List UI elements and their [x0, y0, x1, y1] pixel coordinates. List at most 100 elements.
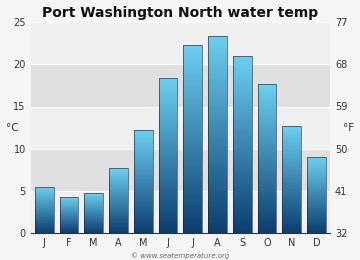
Bar [60, 226, 78, 227]
Bar [307, 223, 326, 224]
Bar [184, 61, 202, 64]
Bar [60, 209, 78, 210]
Bar [134, 140, 153, 142]
Bar [109, 176, 128, 177]
Bar [233, 98, 252, 100]
Bar [60, 202, 78, 203]
Bar [134, 152, 153, 153]
Bar [134, 193, 153, 194]
Bar [307, 179, 326, 180]
Bar [208, 70, 227, 73]
Bar [307, 191, 326, 192]
Bar [159, 219, 177, 222]
Bar [208, 169, 227, 171]
Bar [307, 216, 326, 217]
Bar [233, 196, 252, 198]
Bar [159, 202, 177, 204]
Bar [184, 193, 202, 196]
Bar [307, 158, 326, 159]
Bar [208, 60, 227, 63]
Bar [134, 197, 153, 198]
Bar [283, 208, 301, 209]
Bar [159, 117, 177, 119]
Bar [60, 227, 78, 228]
Bar [109, 199, 128, 200]
Bar [307, 190, 326, 191]
Bar [208, 68, 227, 70]
Bar [184, 151, 202, 153]
Bar [307, 203, 326, 204]
Bar [283, 200, 301, 201]
Bar [258, 136, 276, 138]
Bar [208, 55, 227, 58]
Bar [233, 60, 252, 62]
Bar [85, 202, 103, 203]
Bar [85, 227, 103, 228]
Bar [307, 209, 326, 210]
Bar [35, 199, 54, 200]
Bar [134, 188, 153, 189]
Text: © www.seatemperature.org: © www.seatemperature.org [131, 252, 229, 259]
Bar [208, 65, 227, 68]
Bar [283, 169, 301, 170]
Bar [85, 210, 103, 211]
Bar [307, 229, 326, 230]
Bar [184, 115, 202, 118]
Bar [258, 183, 276, 185]
Bar [283, 198, 301, 200]
Bar [208, 137, 227, 139]
Bar [109, 223, 128, 224]
Bar [184, 198, 202, 200]
Bar [283, 202, 301, 204]
Bar [159, 212, 177, 214]
Bar [258, 194, 276, 196]
Bar [307, 232, 326, 233]
Bar [184, 226, 202, 228]
Bar [208, 97, 227, 100]
Bar [208, 221, 227, 223]
Bar [85, 213, 103, 214]
Bar [184, 203, 202, 205]
Bar [258, 153, 276, 155]
Bar [184, 45, 202, 233]
Bar [233, 187, 252, 189]
Bar [134, 224, 153, 225]
Bar [159, 95, 177, 97]
Bar [258, 170, 276, 171]
Bar [258, 145, 276, 147]
Bar [184, 139, 202, 141]
Bar [35, 208, 54, 209]
Bar [60, 225, 78, 226]
Bar [258, 173, 276, 175]
Bar [233, 155, 252, 158]
Bar [283, 229, 301, 230]
Bar [60, 206, 78, 207]
Bar [184, 85, 202, 87]
Bar [233, 158, 252, 160]
Bar [283, 165, 301, 166]
Bar [233, 131, 252, 133]
Bar [85, 230, 103, 231]
Bar [60, 214, 78, 215]
Bar [283, 171, 301, 173]
Bar [109, 213, 128, 214]
Bar [134, 181, 153, 183]
Bar [307, 177, 326, 178]
Bar [233, 67, 252, 69]
Bar [258, 134, 276, 136]
Bar [134, 214, 153, 215]
Bar [134, 218, 153, 219]
Bar [208, 199, 227, 201]
Bar [208, 132, 227, 134]
Bar [258, 199, 276, 201]
Bar [184, 228, 202, 231]
Bar [208, 36, 227, 38]
Bar [307, 178, 326, 179]
Bar [307, 183, 326, 184]
Bar [134, 158, 153, 160]
Bar [233, 82, 252, 85]
Bar [208, 53, 227, 55]
Bar [60, 208, 78, 209]
Bar [31, 191, 330, 233]
Bar [159, 130, 177, 132]
